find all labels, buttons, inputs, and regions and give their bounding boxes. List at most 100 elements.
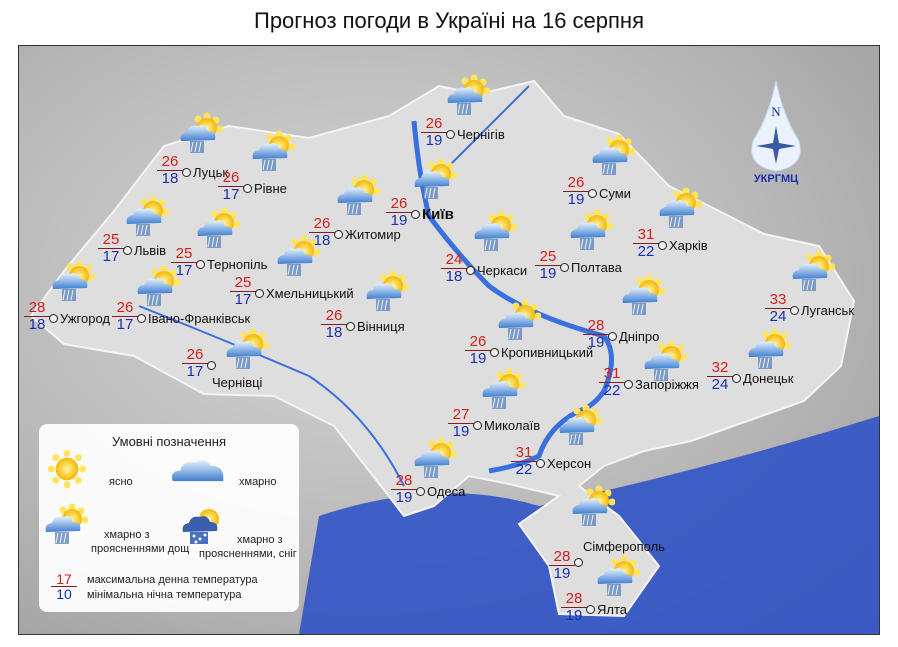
city-name: Одеса	[427, 484, 466, 499]
city-marker[interactable]	[586, 605, 595, 614]
city-name: Хмельницький	[266, 286, 354, 301]
city-marker[interactable]	[182, 168, 191, 177]
city-temperature: 31 22	[511, 445, 537, 478]
partly-cloudy-rain-icon	[748, 328, 791, 370]
city-name: Кропивницький	[501, 345, 594, 360]
city-name: Чернівці	[212, 375, 263, 390]
city-temperature: 27 19	[448, 407, 474, 440]
city-marker[interactable]	[137, 314, 146, 323]
city-marker[interactable]	[255, 289, 264, 298]
city-marker[interactable]	[490, 348, 499, 357]
day-temperature: 25	[535, 249, 561, 266]
night-temperature: 19	[539, 265, 557, 282]
city-temperature: 25 17	[230, 275, 256, 308]
city-marker[interactable]	[334, 230, 343, 239]
city-temperature: 26 19	[563, 175, 589, 208]
city-marker[interactable]	[416, 487, 425, 496]
partly-cloudy-rain-icon	[572, 485, 615, 527]
day-temperature: 28	[583, 318, 609, 335]
night-temperature: 17	[102, 248, 120, 265]
night-temperature: 19	[390, 212, 408, 229]
city-marker[interactable]	[446, 130, 455, 139]
partly-cloudy-rain-icon	[474, 210, 517, 252]
city-temperature: 25 17	[98, 232, 124, 265]
city-marker[interactable]	[346, 322, 355, 331]
night-temperature: 19	[553, 565, 571, 582]
city-marker[interactable]	[658, 241, 667, 250]
city-marker[interactable]	[466, 266, 475, 275]
partly-cloudy-rain-icon	[126, 195, 169, 237]
day-temperature: 27	[448, 407, 474, 424]
city-marker[interactable]	[790, 306, 799, 315]
city-marker[interactable]	[536, 459, 545, 468]
city-marker[interactable]	[624, 380, 633, 389]
city-temperature: 26 18	[157, 154, 183, 187]
day-temperature: 28	[391, 473, 417, 490]
sun-icon	[47, 449, 87, 489]
partly-cloudy-rain-icon	[659, 187, 702, 229]
day-temperature: 28	[24, 300, 50, 317]
legend-rain-label-1: хмарно з	[104, 529, 150, 541]
day-temperature: 26	[386, 196, 412, 213]
partly-cloudy-rain-icon	[197, 207, 240, 249]
city-marker[interactable]	[473, 421, 482, 430]
city-marker[interactable]	[196, 260, 205, 269]
night-temperature: 19	[565, 607, 583, 624]
city-marker[interactable]	[207, 361, 216, 370]
city-temperature: 24 18	[441, 252, 467, 285]
city-marker[interactable]	[411, 210, 420, 219]
city-marker[interactable]	[123, 246, 132, 255]
city-marker[interactable]	[608, 332, 617, 341]
night-temperature: 17	[116, 316, 134, 333]
city-temperature: 33 24	[765, 292, 791, 325]
partly-cloudy-rain-icon	[414, 158, 457, 200]
city-name: Чернігів	[457, 127, 505, 142]
city-name: Херсон	[547, 456, 592, 471]
partly-cloudy-rain-icon	[570, 209, 613, 251]
city-name: Тернопіль	[207, 257, 268, 272]
partly-cloudy-rain-icon	[498, 299, 541, 341]
day-temperature: 24	[441, 252, 467, 269]
city-temperature: 26 19	[465, 334, 491, 367]
city-name: Львів	[134, 243, 167, 258]
city-name: Сімферополь	[583, 539, 665, 554]
city-marker[interactable]	[49, 314, 58, 323]
city-name: Ужгород	[60, 311, 110, 326]
partly-cloudy-rain-icon	[52, 260, 95, 302]
day-temperature: 28	[561, 591, 587, 608]
cloud-icon	[171, 459, 224, 482]
city-marker[interactable]	[560, 263, 569, 272]
weather-map: N УКРГМЦ 26 18 Луцьк 26 17 Рівне 25 17 Львів 25 17…	[18, 45, 880, 635]
night-temperature: 24	[711, 376, 729, 393]
city-name: Черкаси	[477, 263, 528, 278]
partly-cloudy-rain-icon	[447, 74, 490, 116]
night-temperature: 22	[637, 243, 655, 260]
day-temperature: 33	[765, 292, 791, 309]
city-name: Київ	[422, 206, 454, 223]
night-temperature: 19	[452, 423, 470, 440]
partly-cloudy-rain-icon	[414, 437, 457, 479]
city-marker[interactable]	[732, 374, 741, 383]
city-name: Луцьк	[193, 165, 229, 180]
night-temperature: 18	[161, 170, 179, 187]
city-marker[interactable]	[574, 558, 583, 567]
partly-cloudy-rain-icon	[559, 404, 602, 446]
day-temperature: 26	[421, 116, 447, 133]
legend-min-label: мінімальна нічна температура	[87, 589, 242, 601]
city-name: Рівне	[254, 181, 287, 196]
night-temperature: 22	[515, 461, 533, 478]
day-temperature: 26	[321, 308, 347, 325]
partly-cloudy-rain-icon	[137, 265, 180, 307]
partly-cloudy-snow-icon	[182, 509, 219, 544]
night-temperature: 17	[186, 363, 204, 380]
partly-cloudy-rain-icon	[592, 134, 635, 176]
day-temperature: 26	[563, 175, 589, 192]
city-marker[interactable]	[243, 184, 252, 193]
night-temperature: 19	[469, 350, 487, 367]
city-temperature: 28 19	[391, 473, 417, 506]
legend-clear-label: ясно	[109, 476, 133, 488]
city-marker[interactable]	[588, 189, 597, 198]
partly-cloudy-rain-icon	[226, 328, 269, 370]
night-temperature: 18	[445, 268, 463, 285]
city-temperature: 31 22	[633, 227, 659, 260]
